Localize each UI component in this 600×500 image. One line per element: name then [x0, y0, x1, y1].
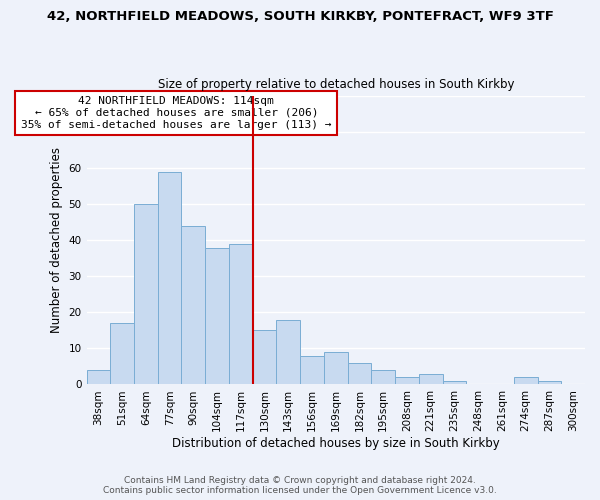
Bar: [205, 248, 229, 384]
Bar: [395, 378, 419, 384]
Bar: [110, 323, 134, 384]
Text: 42 NORTHFIELD MEADOWS: 114sqm
← 65% of detached houses are smaller (206)
35% of : 42 NORTHFIELD MEADOWS: 114sqm ← 65% of d…: [21, 96, 332, 130]
Bar: [300, 356, 324, 384]
Bar: [253, 330, 277, 384]
Bar: [538, 381, 561, 384]
Bar: [371, 370, 395, 384]
Bar: [158, 172, 181, 384]
Bar: [419, 374, 443, 384]
Text: Contains HM Land Registry data © Crown copyright and database right 2024.
Contai: Contains HM Land Registry data © Crown c…: [103, 476, 497, 495]
Bar: [134, 204, 158, 384]
Bar: [86, 370, 110, 384]
Bar: [514, 378, 538, 384]
Text: 42, NORTHFIELD MEADOWS, SOUTH KIRKBY, PONTEFRACT, WF9 3TF: 42, NORTHFIELD MEADOWS, SOUTH KIRKBY, PO…: [47, 10, 553, 23]
Bar: [181, 226, 205, 384]
Bar: [324, 352, 347, 384]
Bar: [443, 381, 466, 384]
Title: Size of property relative to detached houses in South Kirkby: Size of property relative to detached ho…: [158, 78, 514, 91]
X-axis label: Distribution of detached houses by size in South Kirkby: Distribution of detached houses by size …: [172, 437, 500, 450]
Y-axis label: Number of detached properties: Number of detached properties: [50, 148, 63, 334]
Bar: [277, 320, 300, 384]
Bar: [229, 244, 253, 384]
Bar: [347, 363, 371, 384]
